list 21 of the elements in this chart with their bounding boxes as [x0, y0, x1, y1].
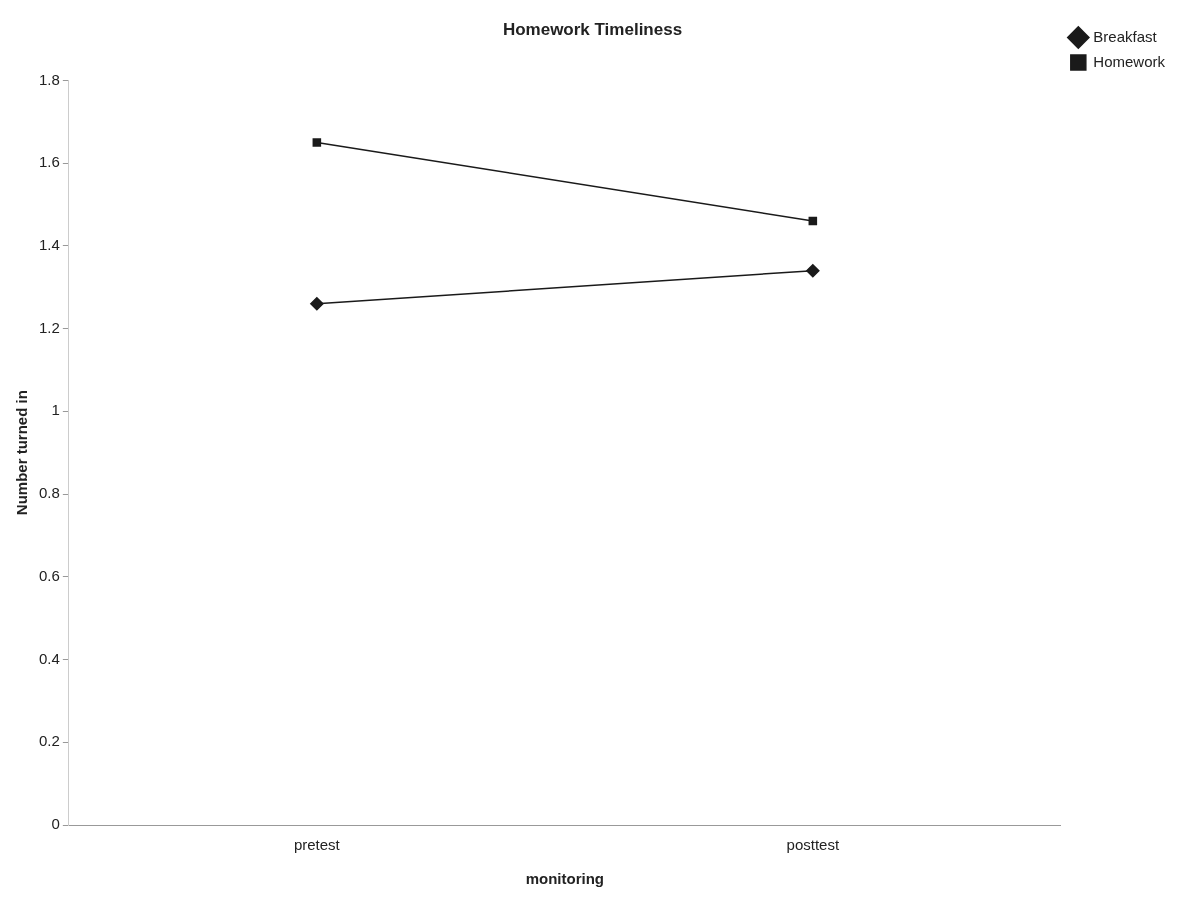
chart-title: Homework Timeliness [502, 19, 683, 39]
point [808, 216, 818, 226]
y-tick-label: 1.6 [38, 153, 60, 171]
y-tick-label: 0.4 [38, 649, 60, 667]
y-tick-label: 0.6 [38, 566, 60, 584]
y-tick-label: 0 [51, 815, 60, 833]
y-tick-label: 0.2 [38, 732, 60, 750]
y-tick-label: 1 [51, 401, 60, 419]
x-tick-label: pretest [293, 836, 341, 854]
y-tick-label: 1.8 [38, 70, 60, 88]
point [806, 263, 820, 278]
y-tick-label: 0.8 [38, 484, 60, 502]
legend-label: Homework [1093, 52, 1166, 70]
point [312, 138, 322, 147]
x-tick-label: posttest [786, 836, 840, 854]
legend-label: Breakfast [1093, 27, 1158, 45]
x-axis-title: monitoring [525, 870, 604, 888]
y-axis-title: Number turned in [13, 390, 31, 516]
y-tick-label: 1.4 [38, 236, 60, 254]
y-tick-label: 1.2 [38, 318, 60, 336]
point [310, 297, 324, 311]
